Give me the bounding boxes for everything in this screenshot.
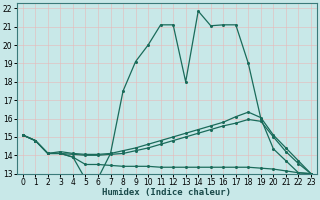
X-axis label: Humidex (Indice chaleur): Humidex (Indice chaleur) [102,188,231,197]
